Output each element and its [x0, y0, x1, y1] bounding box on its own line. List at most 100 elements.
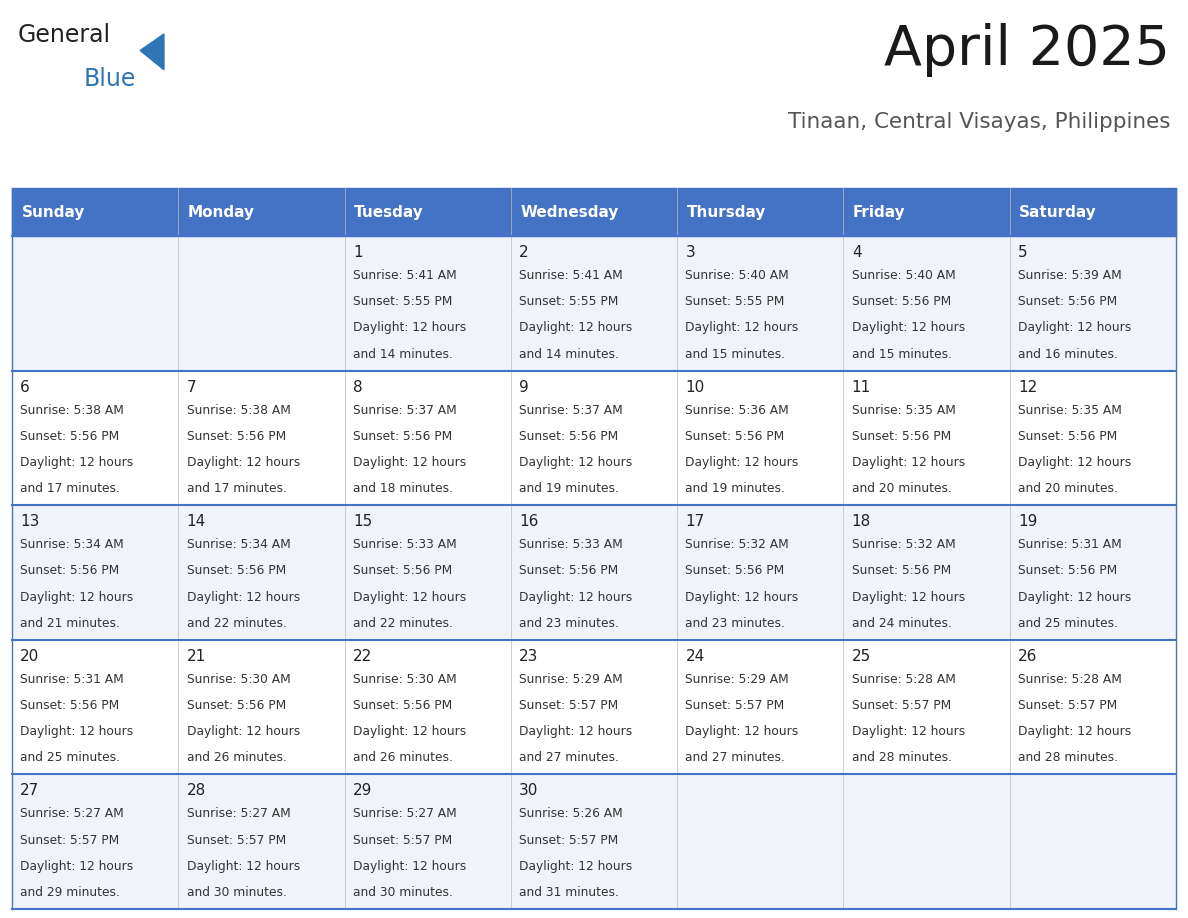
Text: Sunset: 5:55 PM: Sunset: 5:55 PM — [353, 296, 453, 308]
Text: Sunrise: 5:38 AM: Sunrise: 5:38 AM — [20, 404, 124, 417]
Text: Daylight: 12 hours: Daylight: 12 hours — [519, 725, 632, 738]
Text: Daylight: 12 hours: Daylight: 12 hours — [519, 321, 632, 334]
Text: and 28 minutes.: and 28 minutes. — [852, 752, 952, 765]
Text: Daylight: 12 hours: Daylight: 12 hours — [20, 590, 133, 604]
Text: Sunrise: 5:27 AM: Sunrise: 5:27 AM — [353, 807, 456, 821]
Text: Sunset: 5:56 PM: Sunset: 5:56 PM — [187, 699, 286, 712]
Text: Sunrise: 5:41 AM: Sunrise: 5:41 AM — [353, 269, 456, 282]
Text: 16: 16 — [519, 514, 538, 530]
Text: Daylight: 12 hours: Daylight: 12 hours — [1018, 590, 1131, 604]
Text: Monday: Monday — [188, 205, 254, 219]
Text: Sunset: 5:56 PM: Sunset: 5:56 PM — [685, 430, 785, 442]
Text: Sunrise: 5:38 AM: Sunrise: 5:38 AM — [187, 404, 290, 417]
Bar — [511, 188, 677, 236]
Text: Sunset: 5:56 PM: Sunset: 5:56 PM — [685, 565, 785, 577]
Text: Sunset: 5:56 PM: Sunset: 5:56 PM — [353, 430, 453, 442]
Text: and 26 minutes.: and 26 minutes. — [187, 752, 286, 765]
Text: and 27 minutes.: and 27 minutes. — [685, 752, 785, 765]
Text: Daylight: 12 hours: Daylight: 12 hours — [20, 456, 133, 469]
Text: 20: 20 — [20, 649, 39, 664]
Text: Sunset: 5:56 PM: Sunset: 5:56 PM — [852, 565, 952, 577]
Text: Sunset: 5:57 PM: Sunset: 5:57 PM — [852, 699, 952, 712]
Text: 21: 21 — [187, 649, 206, 664]
Text: Daylight: 12 hours: Daylight: 12 hours — [519, 590, 632, 604]
Text: 22: 22 — [353, 649, 372, 664]
Text: Sunrise: 5:29 AM: Sunrise: 5:29 AM — [519, 673, 623, 686]
Text: 28: 28 — [187, 783, 206, 799]
Bar — [12, 236, 1176, 371]
Text: Daylight: 12 hours: Daylight: 12 hours — [20, 725, 133, 738]
Text: 9: 9 — [519, 380, 529, 395]
Text: Daylight: 12 hours: Daylight: 12 hours — [852, 725, 965, 738]
Text: Sunrise: 5:33 AM: Sunrise: 5:33 AM — [519, 538, 623, 551]
Text: Daylight: 12 hours: Daylight: 12 hours — [353, 725, 466, 738]
Text: Sunrise: 5:28 AM: Sunrise: 5:28 AM — [1018, 673, 1121, 686]
Text: Sunset: 5:57 PM: Sunset: 5:57 PM — [187, 834, 286, 846]
Text: and 22 minutes.: and 22 minutes. — [353, 617, 453, 630]
Text: Sunrise: 5:32 AM: Sunrise: 5:32 AM — [685, 538, 789, 551]
Text: 3: 3 — [685, 245, 695, 260]
Text: General: General — [18, 23, 110, 47]
Text: Sunset: 5:57 PM: Sunset: 5:57 PM — [519, 699, 619, 712]
Text: 27: 27 — [20, 783, 39, 799]
Text: and 15 minutes.: and 15 minutes. — [685, 348, 785, 361]
Text: Sunrise: 5:26 AM: Sunrise: 5:26 AM — [519, 807, 623, 821]
Text: Sunday: Sunday — [21, 205, 84, 219]
Text: Sunset: 5:56 PM: Sunset: 5:56 PM — [852, 430, 952, 442]
Text: Sunset: 5:57 PM: Sunset: 5:57 PM — [685, 699, 785, 712]
Bar — [12, 371, 1176, 505]
Text: and 26 minutes.: and 26 minutes. — [353, 752, 453, 765]
Bar — [677, 188, 843, 236]
Text: and 21 minutes.: and 21 minutes. — [20, 617, 120, 630]
Text: Daylight: 12 hours: Daylight: 12 hours — [519, 456, 632, 469]
Text: Sunrise: 5:37 AM: Sunrise: 5:37 AM — [353, 404, 456, 417]
Text: Daylight: 12 hours: Daylight: 12 hours — [685, 725, 798, 738]
Text: and 19 minutes.: and 19 minutes. — [519, 482, 619, 496]
Text: Sunrise: 5:32 AM: Sunrise: 5:32 AM — [852, 538, 955, 551]
Text: and 17 minutes.: and 17 minutes. — [187, 482, 286, 496]
Text: Sunrise: 5:29 AM: Sunrise: 5:29 AM — [685, 673, 789, 686]
Text: Daylight: 12 hours: Daylight: 12 hours — [1018, 456, 1131, 469]
Bar — [12, 640, 1176, 774]
Text: Sunset: 5:56 PM: Sunset: 5:56 PM — [1018, 565, 1118, 577]
Text: Daylight: 12 hours: Daylight: 12 hours — [187, 456, 299, 469]
Text: Sunrise: 5:27 AM: Sunrise: 5:27 AM — [187, 807, 290, 821]
Text: Sunrise: 5:34 AM: Sunrise: 5:34 AM — [187, 538, 290, 551]
Text: Daylight: 12 hours: Daylight: 12 hours — [353, 321, 466, 334]
Text: Sunset: 5:56 PM: Sunset: 5:56 PM — [519, 430, 619, 442]
Text: Daylight: 12 hours: Daylight: 12 hours — [852, 590, 965, 604]
Text: 18: 18 — [852, 514, 871, 530]
Text: 24: 24 — [685, 649, 704, 664]
Text: Sunset: 5:56 PM: Sunset: 5:56 PM — [1018, 430, 1118, 442]
Text: 1: 1 — [353, 245, 362, 260]
Text: and 20 minutes.: and 20 minutes. — [1018, 482, 1118, 496]
Text: and 17 minutes.: and 17 minutes. — [20, 482, 120, 496]
Text: and 29 minutes.: and 29 minutes. — [20, 886, 120, 899]
Text: 8: 8 — [353, 380, 362, 395]
Bar — [1010, 188, 1176, 236]
Text: Sunrise: 5:34 AM: Sunrise: 5:34 AM — [20, 538, 124, 551]
Text: 2: 2 — [519, 245, 529, 260]
Text: Sunrise: 5:35 AM: Sunrise: 5:35 AM — [852, 404, 955, 417]
Text: 5: 5 — [1018, 245, 1028, 260]
Text: Sunset: 5:56 PM: Sunset: 5:56 PM — [20, 699, 120, 712]
Bar — [345, 188, 511, 236]
Text: Daylight: 12 hours: Daylight: 12 hours — [1018, 321, 1131, 334]
Text: 23: 23 — [519, 649, 538, 664]
Text: and 30 minutes.: and 30 minutes. — [353, 886, 453, 899]
Text: Sunset: 5:56 PM: Sunset: 5:56 PM — [353, 699, 453, 712]
Text: Sunset: 5:56 PM: Sunset: 5:56 PM — [519, 565, 619, 577]
Text: Sunrise: 5:31 AM: Sunrise: 5:31 AM — [1018, 538, 1121, 551]
Text: Sunrise: 5:39 AM: Sunrise: 5:39 AM — [1018, 269, 1121, 282]
Text: Sunrise: 5:40 AM: Sunrise: 5:40 AM — [685, 269, 789, 282]
Text: Sunrise: 5:36 AM: Sunrise: 5:36 AM — [685, 404, 789, 417]
Bar — [178, 188, 345, 236]
Text: Sunset: 5:57 PM: Sunset: 5:57 PM — [1018, 699, 1118, 712]
Bar — [12, 505, 1176, 640]
Text: and 25 minutes.: and 25 minutes. — [1018, 617, 1118, 630]
Text: and 15 minutes.: and 15 minutes. — [852, 348, 952, 361]
Text: 17: 17 — [685, 514, 704, 530]
Text: Sunset: 5:55 PM: Sunset: 5:55 PM — [519, 296, 619, 308]
Text: and 27 minutes.: and 27 minutes. — [519, 752, 619, 765]
Text: Tinaan, Central Visayas, Philippines: Tinaan, Central Visayas, Philippines — [788, 112, 1170, 132]
